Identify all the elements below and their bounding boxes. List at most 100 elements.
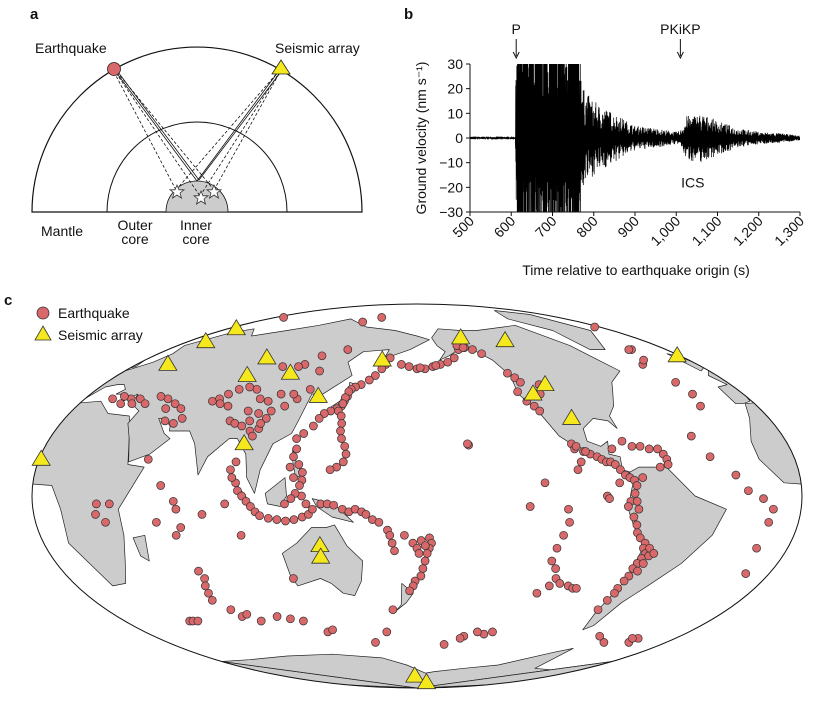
earthquake-marker (108, 394, 117, 404)
earthquake-marker (286, 494, 296, 503)
earthquake-marker (101, 517, 110, 527)
earthquake-marker (602, 595, 612, 605)
star-icon (192, 189, 210, 205)
star-icon (205, 183, 223, 199)
earthquake-marker (390, 546, 399, 556)
earthquake-marker (156, 392, 166, 401)
earthquake-marker (463, 439, 472, 449)
earthquake-marker (104, 499, 114, 509)
earthquake-marker (741, 569, 751, 578)
outer-core-boundary (106, 121, 288, 213)
earthquake-marker (686, 431, 696, 441)
land-eurasia (60, 318, 430, 494)
earthquake-marker (236, 530, 246, 540)
earthquake-marker (565, 517, 574, 527)
mantle-shell (31, 46, 363, 213)
earthquake-marker (630, 489, 640, 498)
earthquake-marker (338, 399, 348, 409)
earthquake-marker (564, 504, 573, 514)
phase-label: P (512, 21, 521, 37)
earthquake-marker (234, 384, 244, 394)
arrowhead-icon (676, 51, 684, 60)
earthquake-marker (573, 465, 583, 475)
y-tick-label: −20 (439, 179, 463, 195)
earthquake-marker (140, 399, 150, 409)
earthquake-marker (400, 530, 409, 540)
earthquake-marker (245, 382, 255, 392)
seismic-array-marker (523, 384, 543, 401)
x-tick-label: 900 (614, 213, 642, 241)
earthquake-marker (156, 481, 166, 490)
earthquake-marker (385, 530, 395, 540)
panel-a-label: a (30, 6, 39, 23)
earthquake-marker (458, 343, 468, 352)
earthquake-marker (299, 616, 308, 626)
earthquake-marker (649, 549, 659, 558)
inner-core-label-1: Inner (180, 217, 212, 233)
earthquake-marker (280, 401, 290, 411)
earthquake-marker (744, 486, 753, 496)
earthquake-marker (194, 566, 203, 576)
land-greenland (493, 310, 606, 350)
earthquake-marker (616, 465, 625, 475)
seismic-array-marker (450, 328, 471, 345)
ics-label: ICS (681, 174, 704, 190)
earthquake-marker (624, 502, 633, 511)
earthquake-marker (653, 444, 662, 454)
panel-c: c Earthquake Seismic array (4, 292, 803, 690)
earthquake-marker (364, 375, 374, 385)
earthquake-marker (315, 366, 324, 376)
seismic-array-marker (405, 666, 425, 683)
x-tick-label: 1,000 (647, 213, 683, 249)
earthquake-marker (705, 452, 715, 462)
earthquake-marker (535, 406, 545, 416)
earthquake-marker (171, 504, 181, 514)
seismic-array-marker (667, 346, 687, 363)
earthquake-marker (610, 460, 620, 469)
earthquake-marker (644, 444, 654, 454)
earthquake-marker (242, 609, 252, 619)
earthquake-marker (576, 457, 586, 467)
seismic-array-marker (196, 331, 216, 349)
seismic-array-triangle-icon (271, 59, 291, 75)
outer-core-label-2: core (121, 231, 148, 247)
earthquake-marker (169, 419, 178, 428)
earthquake-marker (200, 581, 210, 591)
earthquake-marker (92, 499, 101, 509)
earthquake-marker (243, 406, 253, 416)
earthquake-marker (361, 510, 371, 519)
earthquake-marker (371, 371, 380, 380)
earthquake-marker (525, 502, 535, 511)
earthquake-marker (207, 595, 217, 605)
y-tick-label: 30 (447, 56, 463, 72)
earthquake-marker (529, 401, 539, 411)
earthquake-marker (516, 377, 525, 387)
earthquake-marker (547, 556, 557, 566)
earthquake-marker (337, 434, 346, 443)
earthquake-marker (215, 399, 225, 409)
earthquake-marker (397, 360, 406, 369)
earthquake-marker (254, 409, 263, 418)
mantle-label: Mantle (41, 223, 83, 239)
earthquake-marker (208, 396, 217, 406)
earthquake-marker (571, 441, 581, 451)
earthquake-marker (248, 431, 257, 441)
earthquake-marker (633, 566, 642, 576)
earthquake-marker (255, 394, 265, 404)
earthquake-marker (605, 494, 614, 503)
earthquake-circle-icon (107, 62, 121, 76)
earthquake-marker (632, 496, 642, 506)
inner-core-label-2: core (182, 231, 209, 247)
x-tick-label: 800 (573, 213, 601, 241)
earthquake-marker (599, 638, 609, 647)
seismogram-trace (470, 64, 800, 212)
earthquake-marker (289, 452, 298, 462)
earthquake-marker (289, 389, 299, 399)
earthquake-marker (759, 494, 768, 503)
earthquake-marker (439, 640, 449, 649)
earthquake-marker (309, 421, 318, 431)
seismic-array-marker (561, 408, 582, 425)
earthquake-marker (488, 627, 497, 637)
land-antarctica (221, 648, 613, 688)
